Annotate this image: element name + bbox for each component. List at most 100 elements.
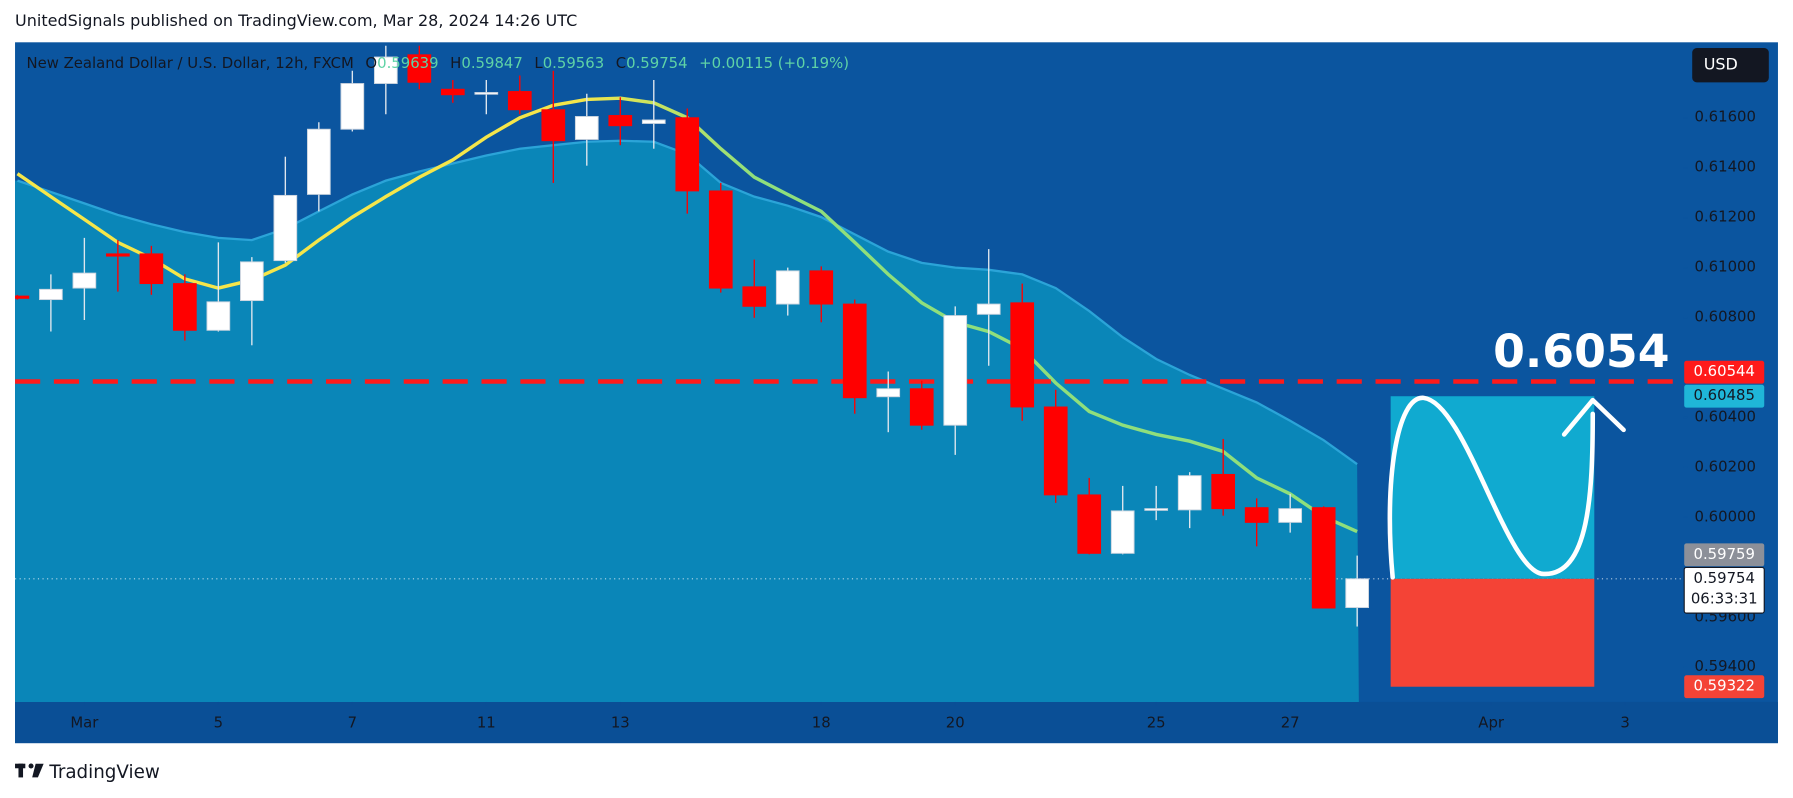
candle-body bbox=[1043, 406, 1068, 496]
position-stop-zone bbox=[1390, 578, 1595, 687]
candle-body bbox=[373, 56, 398, 84]
candle-body bbox=[876, 388, 901, 398]
candle-body bbox=[474, 92, 499, 95]
price-label: 0.59322 bbox=[1693, 677, 1754, 695]
candle-body bbox=[206, 301, 231, 331]
price-label: 0.59759 bbox=[1693, 545, 1754, 563]
x-tick-label: 13 bbox=[611, 714, 630, 732]
logo-part bbox=[28, 763, 34, 769]
candle-body bbox=[15, 295, 30, 299]
candle-body bbox=[39, 288, 63, 301]
x-tick-label: 25 bbox=[1147, 714, 1166, 732]
overlay-layer: 0.6054 0.61600 0.61400 0.61200 0.61000 0.6080… bbox=[70, 108, 1765, 732]
x-tick-label: 3 bbox=[1620, 714, 1629, 732]
candle-body bbox=[1278, 508, 1303, 523]
candle-body bbox=[775, 270, 800, 305]
y-tick-label: 0.60200 bbox=[1695, 457, 1756, 475]
legend-close: 0.59754 bbox=[626, 54, 687, 72]
x-tick-label: 5 bbox=[214, 714, 223, 732]
candle-body bbox=[1177, 475, 1202, 511]
candle-body bbox=[742, 286, 767, 307]
legend-change: +0.00115 (+0.19%) bbox=[699, 54, 849, 72]
x-tick-label: 27 bbox=[1281, 714, 1300, 732]
plot-area bbox=[15, 45, 1684, 702]
candle-body bbox=[340, 83, 365, 130]
candle-body bbox=[574, 116, 599, 140]
x-tick-label: 7 bbox=[348, 714, 357, 732]
position-target-zone bbox=[1390, 396, 1595, 579]
indicator-area bbox=[15, 140, 1359, 702]
legend-high: 0.59847 bbox=[461, 54, 522, 72]
time-axis-band bbox=[15, 701, 1778, 744]
y-tick-label: 0.60400 bbox=[1695, 407, 1756, 425]
x-tick-label: 20 bbox=[946, 714, 965, 732]
candle-body bbox=[1244, 507, 1269, 523]
candle-body bbox=[1010, 302, 1035, 408]
symbol-legend: New Zealand Dollar / U.S. Dollar, 12h, F… bbox=[26, 54, 849, 72]
candle-body bbox=[306, 128, 331, 195]
candle-body bbox=[809, 270, 834, 305]
symbol: New Zealand Dollar / U.S. Dollar, 12h, F… bbox=[26, 54, 353, 72]
price-label-box bbox=[1684, 384, 1765, 408]
x-tick-label: Mar bbox=[70, 714, 99, 732]
price-label: 0.60544 bbox=[1693, 362, 1754, 380]
candle-body bbox=[72, 272, 97, 289]
tradingview-logo bbox=[15, 763, 44, 778]
candle-body bbox=[173, 283, 197, 331]
candle-body bbox=[708, 190, 733, 289]
candle-body bbox=[1345, 578, 1370, 609]
candle-body bbox=[976, 303, 1001, 315]
candle-body bbox=[1077, 494, 1102, 554]
x-tick-label: Apr bbox=[1478, 714, 1505, 732]
price-label-box bbox=[1683, 566, 1765, 614]
brand: TradingView bbox=[48, 762, 160, 783]
legend-key: L bbox=[534, 54, 543, 72]
logo-part bbox=[32, 763, 44, 778]
y-tick-label: 0.61600 bbox=[1695, 108, 1756, 126]
y-tick-label: 0.61000 bbox=[1695, 258, 1756, 276]
candle-body bbox=[842, 303, 867, 399]
candle-body bbox=[1144, 508, 1169, 511]
candle-body bbox=[541, 109, 566, 142]
publish-header: UnitedSignals published on TradingView.c… bbox=[15, 11, 577, 30]
y-tick-label: 0.61400 bbox=[1695, 158, 1756, 176]
y-tick-label: 0.60000 bbox=[1695, 507, 1756, 525]
price-label: 0.59754 bbox=[1693, 569, 1754, 587]
x-tick-label: 11 bbox=[477, 714, 496, 732]
y-tick-label: 0.61200 bbox=[1695, 208, 1756, 226]
candle-body bbox=[240, 261, 264, 302]
x-tick-label: 18 bbox=[812, 714, 831, 732]
candle-body bbox=[407, 54, 432, 83]
currency-button[interactable] bbox=[1692, 48, 1769, 83]
candle-body bbox=[106, 253, 130, 257]
candle-body bbox=[641, 119, 666, 124]
candle-body bbox=[440, 88, 465, 96]
projection-arrow bbox=[1561, 397, 1626, 437]
currency-label: USD bbox=[1704, 55, 1738, 74]
candle-body bbox=[1311, 507, 1336, 609]
price-label-box bbox=[1684, 543, 1765, 567]
legend-key: H bbox=[450, 54, 461, 72]
target-annotation: 0.6054 bbox=[1493, 325, 1669, 378]
candle-body bbox=[507, 91, 532, 111]
candle-body bbox=[675, 117, 700, 192]
candle-body bbox=[943, 315, 968, 426]
candle-body bbox=[1110, 510, 1135, 554]
candle-body bbox=[909, 388, 934, 426]
logo-part bbox=[18, 763, 24, 778]
candle-body bbox=[273, 194, 298, 262]
legend-open: 0.59639 bbox=[377, 54, 438, 72]
candle-body bbox=[608, 115, 633, 127]
candle-body bbox=[139, 253, 164, 285]
price-label-box bbox=[1684, 675, 1765, 699]
projection-curve bbox=[1387, 395, 1596, 580]
price-label: 0.60485 bbox=[1693, 386, 1754, 404]
y-tick-label: 0.59400 bbox=[1695, 657, 1756, 675]
price-label-box bbox=[1684, 360, 1765, 384]
y-tick-label: 0.60800 bbox=[1695, 308, 1756, 326]
legend-key: C bbox=[616, 54, 626, 72]
candle-body bbox=[1211, 473, 1236, 510]
bar-countdown: 06:33:31 bbox=[1691, 589, 1758, 607]
legend-key: O bbox=[365, 54, 377, 72]
